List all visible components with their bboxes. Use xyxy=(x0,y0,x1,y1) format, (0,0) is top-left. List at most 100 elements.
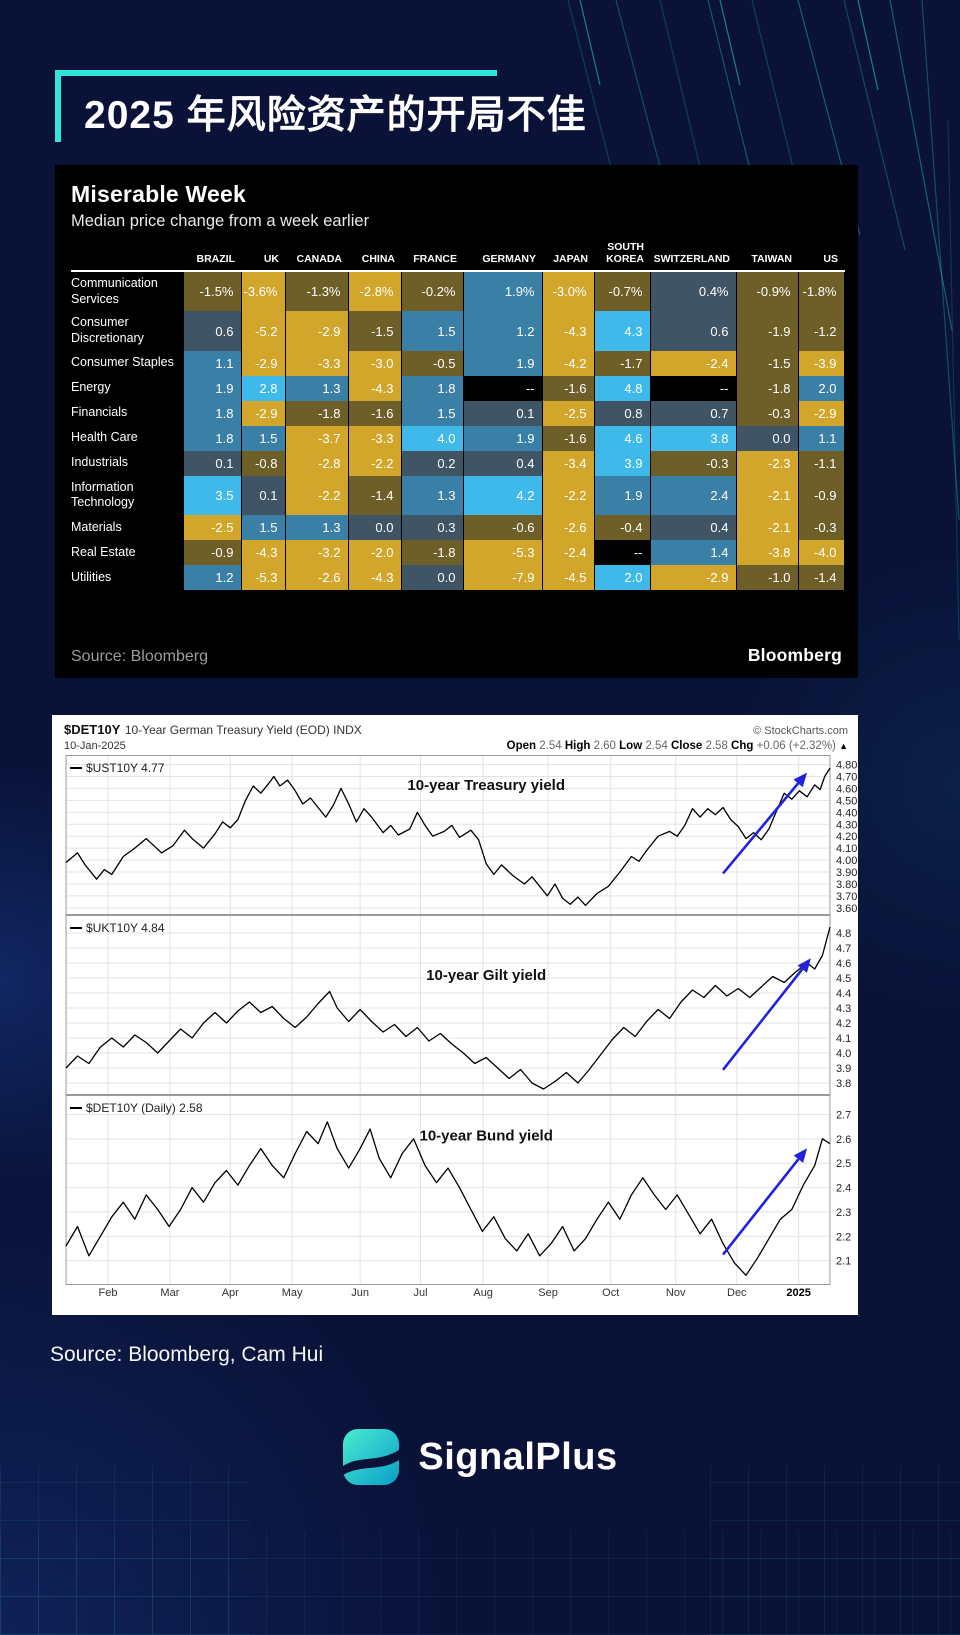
panel-legend: $UST10Y 4.77 xyxy=(86,761,165,775)
heatmap-cell: -3.0% xyxy=(541,271,595,312)
line-panel-german-10-year-bund-yield: 2.7 2.6 2.5 2.4 2.3 2.2 2.1 $DET10Y (Daily) 2.5… xyxy=(52,1095,858,1285)
heatmap-cell: -0.3 xyxy=(649,450,737,476)
sector-label: Information Technology xyxy=(71,475,183,515)
y-tick-label: 4.40 xyxy=(836,807,857,819)
y-tick-label: 4.80 xyxy=(836,760,857,772)
x-tick-label: Oct xyxy=(602,1287,620,1299)
heatmap-cell: 1.9 xyxy=(182,375,242,401)
country-column-header: SWITZERLAND xyxy=(653,253,730,266)
yield-series-line xyxy=(65,926,831,1090)
heatmap-cell: 3.9 xyxy=(593,450,651,476)
stockcharts-card: $DET10Y 10-Year German Treasury Yield (E… xyxy=(52,715,858,1315)
heatmap-cell: -2.8 xyxy=(284,450,349,476)
heatmap-cell: -2.2 xyxy=(541,475,595,515)
heatmap-cell: -2.3 xyxy=(735,450,799,476)
brand-footer: SignalPlus xyxy=(0,1428,960,1486)
y-tick-label: 3.8 xyxy=(836,1078,851,1090)
sector-label: Consumer Staples xyxy=(71,350,183,376)
heatmap-cell: 0.1 xyxy=(240,475,286,515)
y-tick-label: 4.4 xyxy=(836,988,851,1000)
heatmap-cell: -2.2 xyxy=(347,450,402,476)
heatmap-cell: -1.7 xyxy=(593,350,651,376)
heatmap-cell: 0.6 xyxy=(649,311,737,351)
heatmap-cell: -0.9 xyxy=(797,475,845,515)
heatmap-row: Energy 1.9 2.8 1.3 -4.3 1.8 -- -1.6 4.8 -- -1.8 2.0 xyxy=(71,375,845,401)
panel-legend: $UKT10Y 4.84 xyxy=(86,921,165,935)
source-note: Source: Bloomberg, Cam Hui xyxy=(50,1343,324,1366)
bloomberg-logo: Bloomberg xyxy=(747,645,842,665)
country-column-header: TAIWAN xyxy=(751,253,792,266)
table-source: Source: Bloomberg xyxy=(71,648,208,665)
heatmap-cell: 1.5 xyxy=(400,311,464,351)
heatmap-cell: 4.6 xyxy=(593,425,651,451)
ohlc-label: Low xyxy=(619,740,643,752)
heatmap-cell: 1.3 xyxy=(400,475,464,515)
heatmap-cell: -1.2 xyxy=(797,311,845,351)
heatmap-row: Health Care 1.8 1.5 -3.7 -3.3 4.0 1.9 -1.6 4.6 3.… xyxy=(71,425,845,451)
heatmap-cell: -3.3 xyxy=(347,425,402,451)
heatmap-cell: -1.6 xyxy=(347,400,402,426)
chart-xaxis: Feb Mar Apr May Jun Jul Aug Sep Oct Nov Dec 2025 xyxy=(52,1285,858,1303)
bloomberg-table-card: Miserable Week Median price change from … xyxy=(55,165,858,678)
table-subtitle: Median price change from a week earlier xyxy=(71,212,370,230)
heatmap-cell: -2.9 xyxy=(240,400,286,426)
heatmap-cell: -0.9% xyxy=(735,271,799,312)
heatmap-cell: -1.5% xyxy=(182,271,242,312)
heatmap-cell: 1.9% xyxy=(462,271,543,312)
y-tick-label: 4.0 xyxy=(836,1048,851,1060)
heatmap-cell: -1.5 xyxy=(347,311,402,351)
heatmap-cell: 4.8 xyxy=(593,375,651,401)
y-tick-label: 4.50 xyxy=(836,795,857,807)
y-tick-label: 4.3 xyxy=(836,1003,851,1015)
country-column-header: JAPAN xyxy=(553,253,588,266)
heatmap-row: Communication Services -1.5% -3.6% -1.3% -2.… xyxy=(71,271,845,312)
y-tick-label: 4.8 xyxy=(836,928,851,940)
heatmap-row: Consumer Staples 1.1 -2.9 -3.3 -3.0 -0.5 1.9 -4… xyxy=(71,350,845,376)
y-tick-label: 2.4 xyxy=(836,1183,851,1195)
heatmap-cell: -2.1 xyxy=(735,514,799,540)
y-tick-label: 4.20 xyxy=(836,831,857,843)
yield-series-line xyxy=(65,1121,831,1276)
heatmap-cell: -2.9 xyxy=(797,400,845,426)
heatmap-cell: -1.4 xyxy=(797,564,845,590)
heatmap-cell: -3.9 xyxy=(797,350,845,376)
heatmap-cell: 2.4 xyxy=(649,475,737,515)
line-panel-us-10-year-treasury-yield: 4.804.704.604.504.404.304.204.104.003.90… xyxy=(52,755,858,915)
trend-arrow-head xyxy=(793,772,808,788)
heatmap-cell: 1.8 xyxy=(182,425,242,451)
x-tick-label: Apr xyxy=(221,1287,239,1299)
x-tick-label: Feb xyxy=(98,1287,118,1299)
country-column-header: BRAZIL xyxy=(196,253,236,266)
sector-label: Communication Services xyxy=(71,271,183,312)
heatmap-cell: -3.0 xyxy=(347,350,402,376)
heatmap-cell: -2.9 xyxy=(649,564,737,590)
yield-series-line xyxy=(65,767,831,907)
heatmap-cell: -4.2 xyxy=(541,350,595,376)
heatmap-cell: 0.0 xyxy=(735,425,799,451)
y-tick-label: 4.00 xyxy=(836,855,857,867)
heatmap-row: Consumer Discretionary 0.6 -5.2 -2.9 -1.5 1.5… xyxy=(71,311,845,351)
y-tick-label: 4.6 xyxy=(836,958,851,970)
heatmap-cell: -3.2 xyxy=(284,539,349,565)
heatmap-cell: -1.1 xyxy=(797,450,845,476)
heatmap-cell: 1.2 xyxy=(462,311,543,351)
brand-name: SignalPlus xyxy=(418,1435,618,1478)
x-tick-label: Mar xyxy=(160,1287,180,1299)
heatmap-cell: 0.0 xyxy=(347,514,402,540)
heatmap-cell: 4.2 xyxy=(462,475,543,515)
heatmap-cell: -2.2 xyxy=(284,475,349,515)
heatmap-cell: 1.9 xyxy=(462,425,543,451)
decor-grid-left xyxy=(0,1465,250,1635)
trend-arrow-head xyxy=(793,1148,808,1163)
y-tick-label: 2.7 xyxy=(836,1109,851,1121)
line-panel-uk-10-year-gilt-yield: 4.8 4.7 4.6 4.5 4.4 4.3 4.2 4.1 4.0 3.9 3.8 $UKT10Y… xyxy=(52,915,858,1095)
page-title: 2025 年风险资产的开局不佳 xyxy=(84,94,587,137)
heatmap-cell: -1.8 xyxy=(400,539,464,565)
heatmap-cell: -- xyxy=(649,375,737,401)
heatmap-cell: -- xyxy=(593,539,651,565)
decor-grid-right xyxy=(710,1465,960,1635)
heatmap-cell: 1.1 xyxy=(182,350,242,376)
y-tick-label: 2.3 xyxy=(836,1207,851,1219)
heatmap-cell: 1.5 xyxy=(240,425,286,451)
heatmap-cell: -0.5 xyxy=(400,350,464,376)
